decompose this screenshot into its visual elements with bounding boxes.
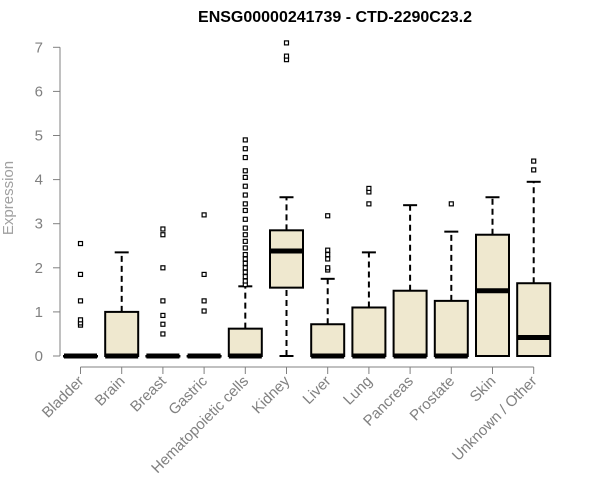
box-iqr (475, 233, 510, 358)
outlier-point (201, 298, 207, 304)
outlier-point (242, 274, 248, 280)
box-kidney (269, 40, 304, 357)
outlier-point (448, 201, 454, 207)
outlier-point (242, 232, 248, 238)
outlier-point (325, 256, 331, 262)
outlier-point (160, 331, 166, 337)
box-iqr (104, 310, 140, 357)
outlier-point (77, 317, 84, 323)
outlier-point (77, 271, 84, 278)
outlier-point (531, 167, 537, 173)
box-prostate (433, 201, 469, 359)
box-lung (351, 185, 387, 359)
chart-title: ENSG00000241739 - CTD-2290C23.2 (198, 9, 472, 26)
box-iqr (269, 229, 304, 289)
y-tick-label: 6 (35, 83, 43, 100)
outlier-point (201, 212, 207, 218)
y-axis: 0 1 2 3 4 5 6 7 (35, 39, 61, 365)
x-tick-label: Kidney (249, 372, 294, 417)
outlier-point (160, 265, 166, 271)
box-iqr (433, 299, 469, 357)
box-brain (104, 251, 140, 359)
x-tick-label: Liver (300, 373, 335, 408)
boxes (63, 40, 552, 359)
box-iqr (227, 327, 263, 357)
outlier-point (201, 271, 207, 278)
y-tick-label: 7 (35, 39, 43, 56)
outlier-point (283, 40, 290, 46)
outlier-point (366, 201, 372, 207)
outlier-point (201, 308, 207, 314)
outlier-point (242, 146, 248, 152)
outlier-point (325, 251, 331, 258)
outlier-point (160, 232, 166, 238)
outlier-point (242, 207, 248, 214)
outlier-point (242, 269, 248, 275)
outlier-point (242, 238, 248, 244)
x-tick-label: Prostate (407, 373, 459, 425)
y-tick-label: 4 (35, 172, 43, 189)
outlier-point (242, 260, 248, 266)
x-tick-label: Bladder (39, 373, 88, 422)
outlier-point (242, 168, 248, 174)
x-tick-label: Skin (467, 373, 500, 406)
outlier-point (242, 154, 248, 161)
box-iqr (392, 289, 428, 357)
y-axis-label: Expression (0, 161, 17, 235)
outlier-point (242, 256, 248, 262)
outlier-point (242, 201, 248, 207)
box-unknown-other (516, 158, 552, 357)
box-iqr (351, 306, 387, 357)
outlier-point (242, 251, 248, 258)
x-tick-label: Brain (92, 373, 129, 410)
y-tick-label: 1 (35, 304, 43, 321)
y-tick-label: 2 (35, 260, 43, 277)
outlier-point (242, 225, 248, 231)
box-breast (145, 226, 181, 359)
x-tick-label: Breast (127, 372, 170, 415)
y-tick-label: 0 (35, 348, 43, 365)
outlier-point (160, 312, 166, 319)
y-tick-label: 3 (35, 216, 43, 233)
y-tick-label: 5 (35, 128, 43, 145)
box-skin (475, 196, 510, 358)
outlier-point (160, 298, 166, 304)
outlier-point (242, 192, 248, 198)
x-tick-label: Lung (340, 373, 376, 409)
outlier-point (242, 174, 248, 180)
outlier-point (77, 298, 84, 304)
outlier-point (531, 158, 537, 164)
outlier-point (283, 53, 290, 59)
outlier-point (325, 213, 331, 219)
box-iqr (310, 323, 346, 357)
outlier-point (366, 185, 372, 192)
box-gastric (186, 212, 222, 359)
outlier-point (325, 265, 331, 271)
box-bladder (63, 240, 98, 359)
outlier-point (160, 226, 166, 232)
outlier-point (242, 278, 248, 284)
box-hematopoietic-cells (227, 137, 263, 359)
outlier-point (242, 216, 248, 222)
outlier-point (242, 265, 248, 271)
outlier-point (160, 321, 166, 327)
outlier-point (242, 137, 248, 143)
outlier-point (242, 183, 248, 189)
outlier-point (325, 247, 331, 253)
box-pancreas (392, 204, 428, 359)
outlier-point (242, 245, 248, 251)
box-iqr (516, 282, 552, 357)
box-liver (310, 213, 346, 359)
outlier-point (77, 240, 84, 247)
